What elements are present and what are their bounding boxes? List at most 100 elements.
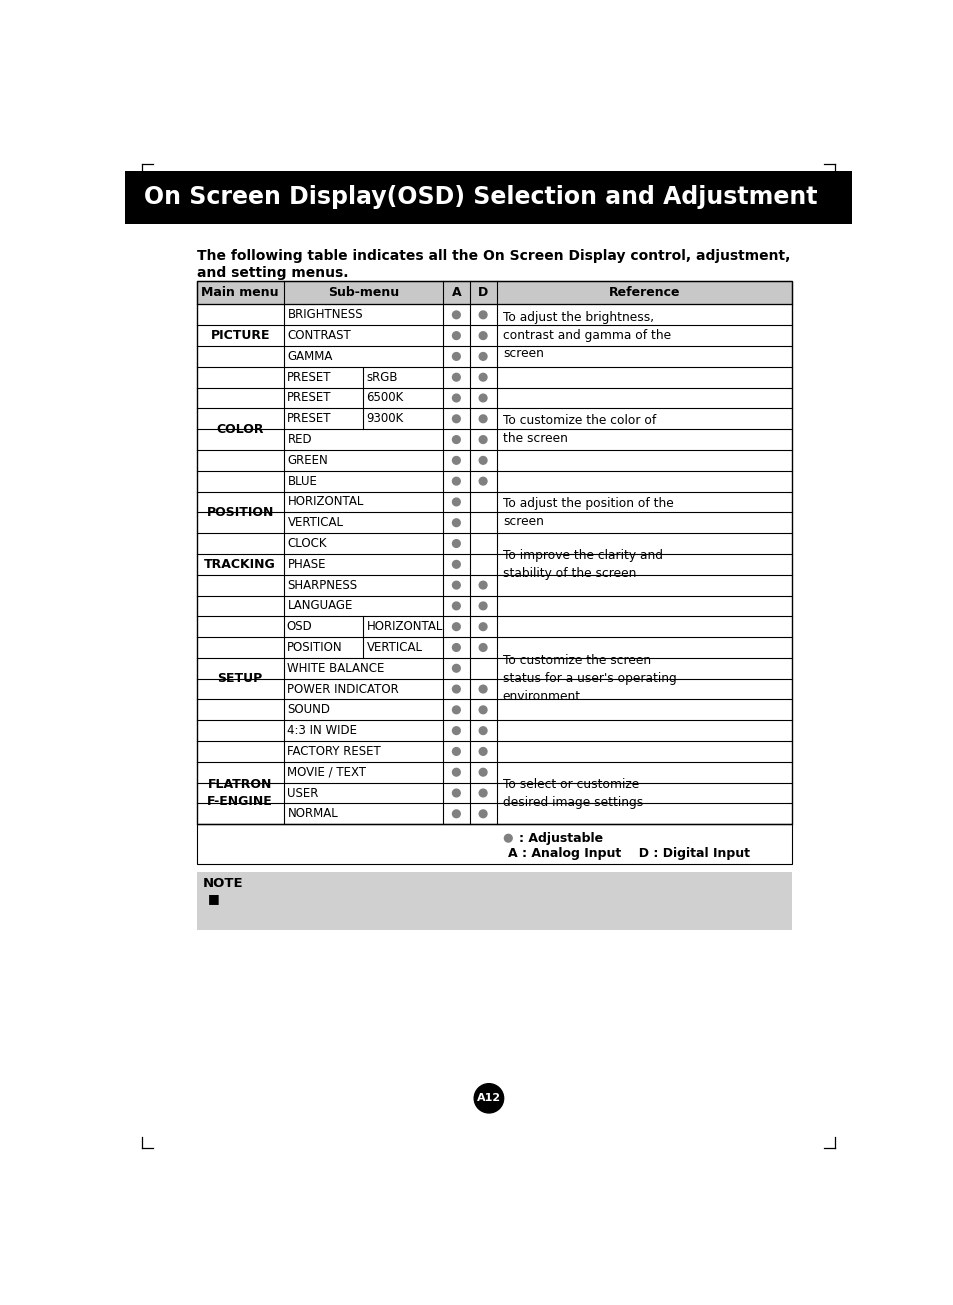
Text: POWER INDICATOR: POWER INDICATOR	[287, 683, 398, 696]
Text: COLOR: COLOR	[216, 423, 264, 436]
Text: SETUP: SETUP	[217, 672, 262, 685]
Circle shape	[478, 706, 486, 714]
Text: NOTE: NOTE	[203, 877, 243, 890]
Text: WHITE BALANCE: WHITE BALANCE	[287, 662, 384, 675]
Circle shape	[452, 685, 459, 693]
Circle shape	[452, 436, 459, 444]
Circle shape	[452, 373, 459, 381]
Text: NORMAL: NORMAL	[287, 808, 337, 821]
Text: To improve the clarity and
stability of the screen: To improve the clarity and stability of …	[502, 549, 662, 579]
Circle shape	[478, 311, 486, 318]
Text: 9300K: 9300K	[366, 412, 403, 425]
Text: To select or customize
desired image settings: To select or customize desired image set…	[502, 778, 642, 809]
Circle shape	[452, 643, 459, 651]
Circle shape	[478, 685, 486, 693]
Text: LANGUAGE: LANGUAGE	[287, 599, 353, 612]
Circle shape	[478, 727, 486, 735]
Bar	[196, 825, 791, 864]
Text: BLUE: BLUE	[287, 475, 317, 488]
Text: OSD: OSD	[286, 620, 312, 633]
Circle shape	[478, 643, 486, 651]
Circle shape	[452, 457, 459, 465]
Circle shape	[452, 622, 459, 630]
Text: On Screen Display(OSD) Selection and Adjustment: On Screen Display(OSD) Selection and Adj…	[144, 185, 817, 209]
Text: CLOCK: CLOCK	[287, 538, 327, 549]
Circle shape	[478, 748, 486, 756]
Circle shape	[478, 394, 486, 402]
Circle shape	[478, 581, 486, 589]
Text: : Adjustable: : Adjustable	[518, 831, 602, 844]
Text: SHARPNESS: SHARPNESS	[287, 578, 357, 591]
Text: ■: ■	[208, 891, 219, 904]
Circle shape	[452, 664, 459, 672]
Circle shape	[452, 499, 459, 506]
Text: 4:3 IN WIDE: 4:3 IN WIDE	[287, 724, 357, 737]
Text: SOUND: SOUND	[287, 703, 330, 716]
Text: HORIZONTAL: HORIZONTAL	[366, 620, 442, 633]
Text: CONTRAST: CONTRAST	[287, 329, 351, 342]
Text: BRIGHTNESS: BRIGHTNESS	[287, 308, 363, 321]
Circle shape	[504, 834, 512, 842]
Text: PHASE: PHASE	[287, 557, 326, 570]
Circle shape	[452, 706, 459, 714]
Text: VERTICAL: VERTICAL	[366, 641, 422, 654]
Text: POSITION: POSITION	[206, 506, 274, 519]
Text: 6500K: 6500K	[366, 392, 403, 405]
Circle shape	[478, 602, 486, 609]
Text: PRESET: PRESET	[286, 392, 331, 405]
Text: FLATRON
F-ENGINE: FLATRON F-ENGINE	[207, 778, 273, 808]
Text: To adjust the position of the
screen: To adjust the position of the screen	[502, 497, 673, 527]
Circle shape	[478, 478, 486, 485]
Text: Sub-menu: Sub-menu	[328, 286, 398, 299]
Bar	[196, 282, 791, 304]
Circle shape	[452, 790, 459, 797]
Text: PICTURE: PICTURE	[211, 329, 270, 342]
Text: A12: A12	[476, 1094, 500, 1103]
Text: HORIZONTAL: HORIZONTAL	[287, 496, 363, 509]
Circle shape	[452, 415, 459, 423]
Text: MOVIE / TEXT: MOVIE / TEXT	[287, 766, 366, 779]
Text: A: A	[451, 286, 460, 299]
Bar	[196, 872, 791, 929]
Text: VERTICAL: VERTICAL	[287, 517, 343, 530]
Circle shape	[478, 457, 486, 465]
Circle shape	[452, 581, 459, 589]
Text: GAMMA: GAMMA	[287, 350, 333, 363]
Circle shape	[452, 810, 459, 818]
Text: A : Analog Input    D : Digital Input: A : Analog Input D : Digital Input	[508, 847, 749, 860]
Text: and setting menus.: and setting menus.	[196, 266, 348, 281]
Text: Reference: Reference	[608, 286, 679, 299]
FancyBboxPatch shape	[125, 171, 852, 223]
Circle shape	[452, 331, 459, 339]
Text: PRESET: PRESET	[286, 412, 331, 425]
Text: TRACKING: TRACKING	[204, 557, 275, 570]
Circle shape	[452, 560, 459, 568]
Text: D: D	[477, 286, 488, 299]
Circle shape	[452, 748, 459, 756]
Circle shape	[452, 769, 459, 776]
Text: RED: RED	[287, 433, 312, 446]
Text: sRGB: sRGB	[366, 371, 397, 384]
Circle shape	[452, 519, 459, 527]
Circle shape	[452, 394, 459, 402]
Text: GREEN: GREEN	[287, 454, 328, 467]
Text: To customize the screen
status for a user's operating
environment: To customize the screen status for a use…	[502, 654, 676, 703]
Circle shape	[452, 540, 459, 547]
Circle shape	[452, 727, 459, 735]
Text: To adjust the brightness,
contrast and gamma of the
screen: To adjust the brightness, contrast and g…	[502, 311, 670, 360]
Circle shape	[478, 331, 486, 339]
Text: USER: USER	[287, 787, 318, 800]
Circle shape	[452, 602, 459, 609]
Circle shape	[478, 810, 486, 818]
Circle shape	[478, 790, 486, 797]
Circle shape	[478, 352, 486, 360]
Text: To customize the color of
the screen: To customize the color of the screen	[502, 414, 656, 445]
Text: Main menu: Main menu	[201, 286, 278, 299]
Text: The following table indicates all the On Screen Display control, adjustment,: The following table indicates all the On…	[196, 249, 789, 264]
Circle shape	[474, 1083, 503, 1113]
Circle shape	[478, 436, 486, 444]
Circle shape	[478, 373, 486, 381]
Circle shape	[452, 478, 459, 485]
Circle shape	[478, 769, 486, 776]
Bar	[196, 282, 791, 825]
